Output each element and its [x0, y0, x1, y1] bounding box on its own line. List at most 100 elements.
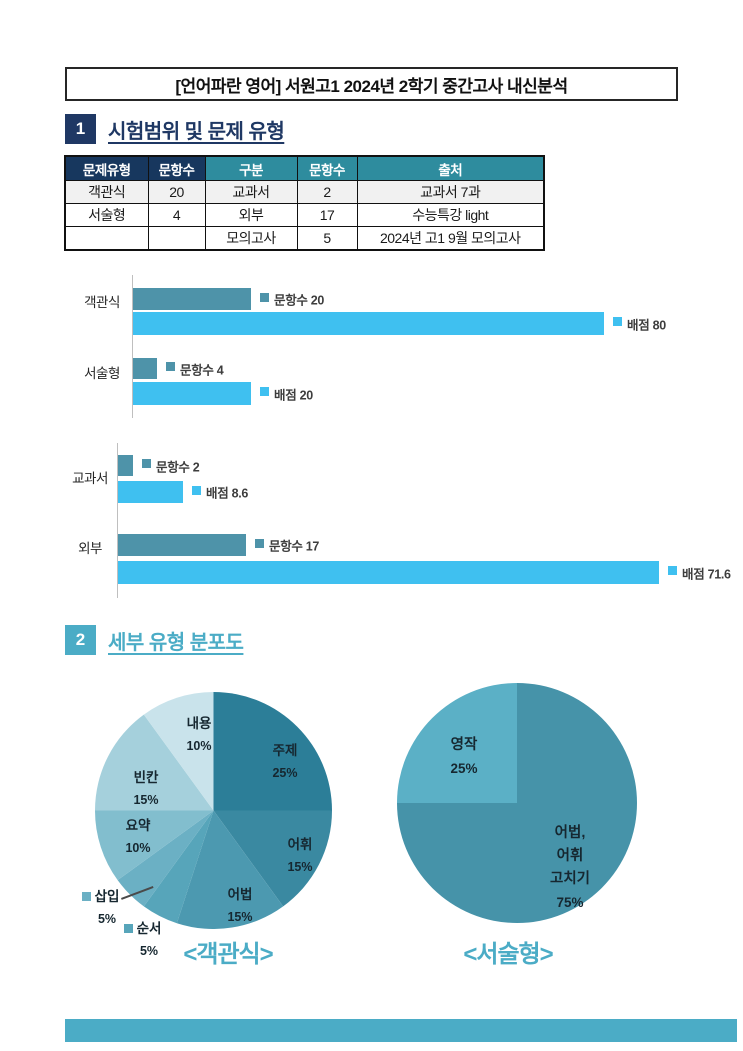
bar2-bar-문항수	[118, 455, 133, 476]
pie-slice-영작	[397, 683, 517, 803]
bar1-legend-square	[166, 362, 175, 371]
pie1-pie	[95, 692, 332, 929]
pie2-label-영작: 영작 25%	[450, 734, 477, 780]
section-1-header: 1 시험범위 및 문제 유형	[65, 114, 285, 144]
bar2-category-label: 교과서	[72, 471, 108, 486]
bar1-legend-square	[260, 292, 269, 302]
bar1-bar-문항수	[133, 288, 251, 310]
pie-label-line: 어법	[227, 887, 253, 902]
pie-slice-어휘	[213, 810, 332, 907]
pie-slice-빈칸	[95, 714, 214, 811]
pie2-pie	[397, 683, 637, 923]
table-cell	[147, 226, 206, 251]
pie-slice-순서	[143, 810, 214, 924]
pie1-label-요약: 요약 10%	[125, 815, 150, 859]
table-row: 서술형 4 외부 17 수능특강 light	[64, 203, 545, 227]
section-2-header: 2 세부 유형 분포도	[65, 625, 244, 655]
page-title: [언어파란 영어] 서원고1 2024년 2학기 중간고사 내신분석	[65, 67, 678, 101]
table-header-cell: 구분	[204, 155, 298, 181]
bar2-bar-배점	[118, 481, 183, 503]
bar1-category-label: 객관식	[84, 295, 120, 310]
footer-bar	[65, 1019, 737, 1042]
pie-label-percent: 10%	[125, 841, 151, 855]
pie-label-percent: 10%	[186, 739, 212, 753]
bar1-data-label: 문항수 4	[180, 363, 224, 377]
bar1-data-label: 문항수 20	[274, 293, 325, 308]
pie-label-percent: 25%	[272, 766, 298, 780]
bar2-legend-square	[668, 566, 677, 575]
pie-slice-주제	[213, 692, 332, 811]
table-header-cell: 문항수	[147, 155, 206, 181]
section-1-heading: 시험범위 및 문제 유형	[108, 120, 285, 143]
pie-label-line: 요약	[125, 818, 151, 833]
pie1-label-내용: 내용 10%	[186, 713, 211, 757]
bar1-data-label: 배점 20	[274, 388, 313, 402]
pie-label-line: 내용	[186, 716, 212, 731]
pie-slice-요약	[95, 810, 214, 881]
pie1-label-어휘: 어휘 15%	[287, 834, 312, 878]
table-cell: 17	[296, 203, 358, 227]
table-cell	[64, 226, 149, 251]
bar2-category-label: 외부	[78, 541, 102, 556]
table-cell: 2	[296, 180, 358, 204]
pie-caption-essay: <서술형>	[463, 941, 553, 968]
table-row: 모의고사 5 2024년 고1 9월 모의고사	[64, 226, 545, 251]
pie-label-line: 어휘	[556, 848, 584, 864]
table-cell: 4	[147, 203, 206, 227]
table-cell: 교과서	[204, 180, 298, 204]
bar2-data-label: 문항수 2	[156, 460, 200, 474]
bar1-bar-문항수	[133, 358, 157, 379]
bar1-data-label: 배점 80	[627, 318, 666, 332]
bar2-legend-square	[192, 485, 201, 495]
pie1-label-순서: 순서 5%	[137, 918, 162, 962]
bar1-axis	[132, 275, 133, 418]
bar2-legend-square	[142, 459, 151, 468]
pie-label-percent: 75%	[556, 895, 584, 910]
table-header-cell: 출처	[356, 155, 545, 181]
table-row: 객관식 20 교과서 2 교과서 7과	[64, 180, 545, 204]
bar2-axis	[117, 443, 118, 598]
pie1-label-빈칸: 빈칸 15%	[133, 767, 158, 811]
bar1-bar-배점	[133, 312, 604, 335]
pie1-outside-marker-삽입	[82, 892, 91, 901]
pie-slice-삽입	[117, 810, 214, 907]
table-cell: 5	[296, 226, 358, 251]
section-2-number-badge: 2	[65, 625, 96, 655]
pie-label-line: 어휘	[287, 837, 313, 852]
pie-label-percent: 25%	[450, 761, 478, 776]
table-header-row: 문제유형 문항수 구분 문항수 출처	[64, 155, 545, 181]
pie-label-percent: 15%	[287, 860, 313, 874]
table-cell: 외부	[204, 203, 298, 227]
pie-label-percent: 15%	[133, 793, 159, 807]
bar1-legend-square	[613, 317, 622, 326]
table-cell: 수능특강 light	[356, 203, 545, 227]
pie-label-line: 영작	[450, 737, 478, 753]
pie-label-percent: 15%	[227, 910, 253, 924]
table-cell: 객관식	[64, 180, 149, 204]
bar2-bar-배점	[118, 561, 659, 584]
pie1-outside-marker-순서	[124, 924, 133, 933]
table-cell: 서술형	[64, 203, 149, 227]
bar2-legend-square	[255, 538, 264, 548]
pie-label-line: 어법,	[554, 825, 586, 841]
exam-structure-table: 문제유형 문항수 구분 문항수 출처 객관식 20 교과서 2 교과서 7과 서술형 4 외부 17 수능특…	[64, 155, 545, 251]
table-cell: 20	[147, 180, 206, 204]
table-header-cell: 문제유형	[64, 155, 149, 181]
pie-caption-objective: <객관식>	[183, 941, 273, 968]
pie-label-line: 순서	[136, 921, 162, 936]
table-cell: 모의고사	[204, 226, 298, 251]
pie1-label-삽입: 삽입 5%	[95, 886, 120, 930]
section-2-heading: 세부 유형 분포도	[108, 631, 244, 654]
bar2-data-label: 문항수 17	[269, 539, 320, 554]
section-1-number-badge: 1	[65, 114, 96, 144]
pie-label-line: 주제	[272, 743, 298, 758]
table-cell: 교과서 7과	[356, 180, 545, 204]
pie1-label-주제: 주제 25%	[272, 740, 297, 784]
bar2-data-label: 배점 71.6	[682, 567, 731, 581]
table-header-cell: 문항수	[296, 155, 358, 181]
bar1-category-label: 서술형	[84, 366, 120, 381]
bar1-bar-배점	[133, 382, 251, 405]
bar2-bar-문항수	[118, 534, 246, 556]
pie1-label-어법: 어법 15%	[227, 884, 252, 928]
